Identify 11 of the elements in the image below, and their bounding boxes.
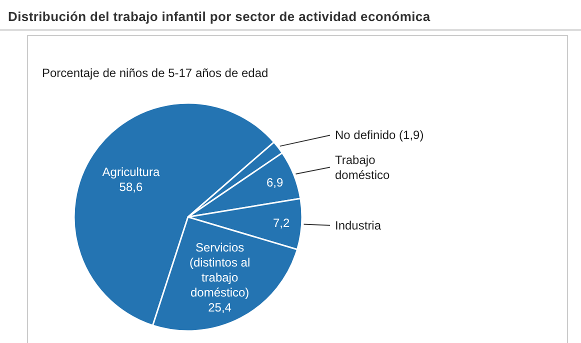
slice-label: Agricultura bbox=[102, 164, 160, 179]
data-label: 58,6 bbox=[119, 180, 143, 194]
slice-label: No definido (1,9) bbox=[335, 128, 424, 142]
slice-label: Trabajo doméstico bbox=[335, 152, 390, 182]
chart-title: Distribución del trabajo infantil por sector de actividad económica bbox=[8, 9, 430, 24]
slice-label: Servicios (distintos al trabajo doméstico) bbox=[189, 240, 250, 300]
data-label: 6,9 bbox=[266, 175, 284, 190]
slice-label: Industria bbox=[335, 218, 382, 232]
chart-subtitle: Porcentaje de niños de 5-17 años de edad bbox=[42, 66, 268, 80]
data-label: 25,4 bbox=[208, 300, 232, 315]
data-label: 7,2 bbox=[272, 216, 290, 230]
